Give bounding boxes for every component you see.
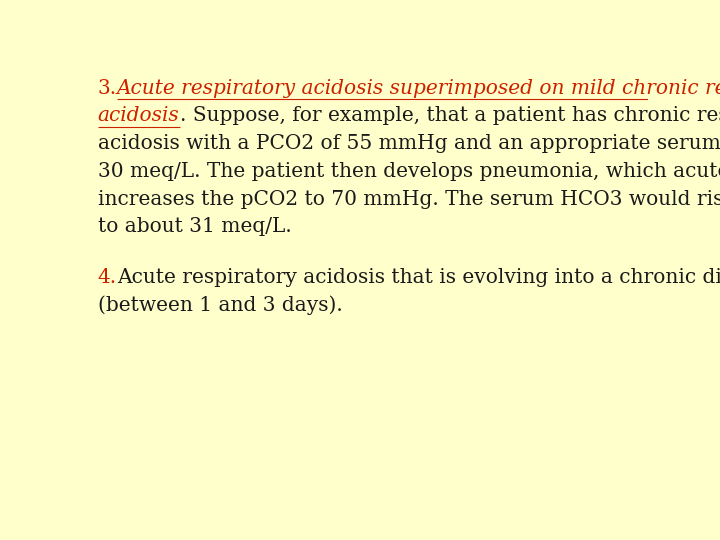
Text: (between 1 and 3 days).: (between 1 and 3 days). (98, 296, 343, 315)
Text: acidosis with a PCO2 of 55 mmHg and an appropriate serum HCO3 of: acidosis with a PCO2 of 55 mmHg and an a… (98, 134, 720, 153)
Text: increases the pCO2 to 70 mmHg. The serum HCO3 would rise further: increases the pCO2 to 70 mmHg. The serum… (98, 190, 720, 208)
Text: 3.: 3. (98, 79, 117, 98)
Text: to about 31 meq/L.: to about 31 meq/L. (98, 217, 292, 237)
Text: acidosis: acidosis (98, 106, 179, 125)
Text: Acute respiratory acidosis superimposed on mild chronic respiratory: Acute respiratory acidosis superimposed … (117, 79, 720, 98)
Text: . Suppose, for example, that a patient has chronic respiratory: . Suppose, for example, that a patient h… (179, 106, 720, 125)
Text: 4.: 4. (98, 268, 117, 287)
Text: 30 meq/L. The patient then develops pneumonia, which acutely: 30 meq/L. The patient then develops pneu… (98, 162, 720, 181)
Text: Acute respiratory acidosis that is evolving into a chronic disorder: Acute respiratory acidosis that is evolv… (117, 268, 720, 287)
